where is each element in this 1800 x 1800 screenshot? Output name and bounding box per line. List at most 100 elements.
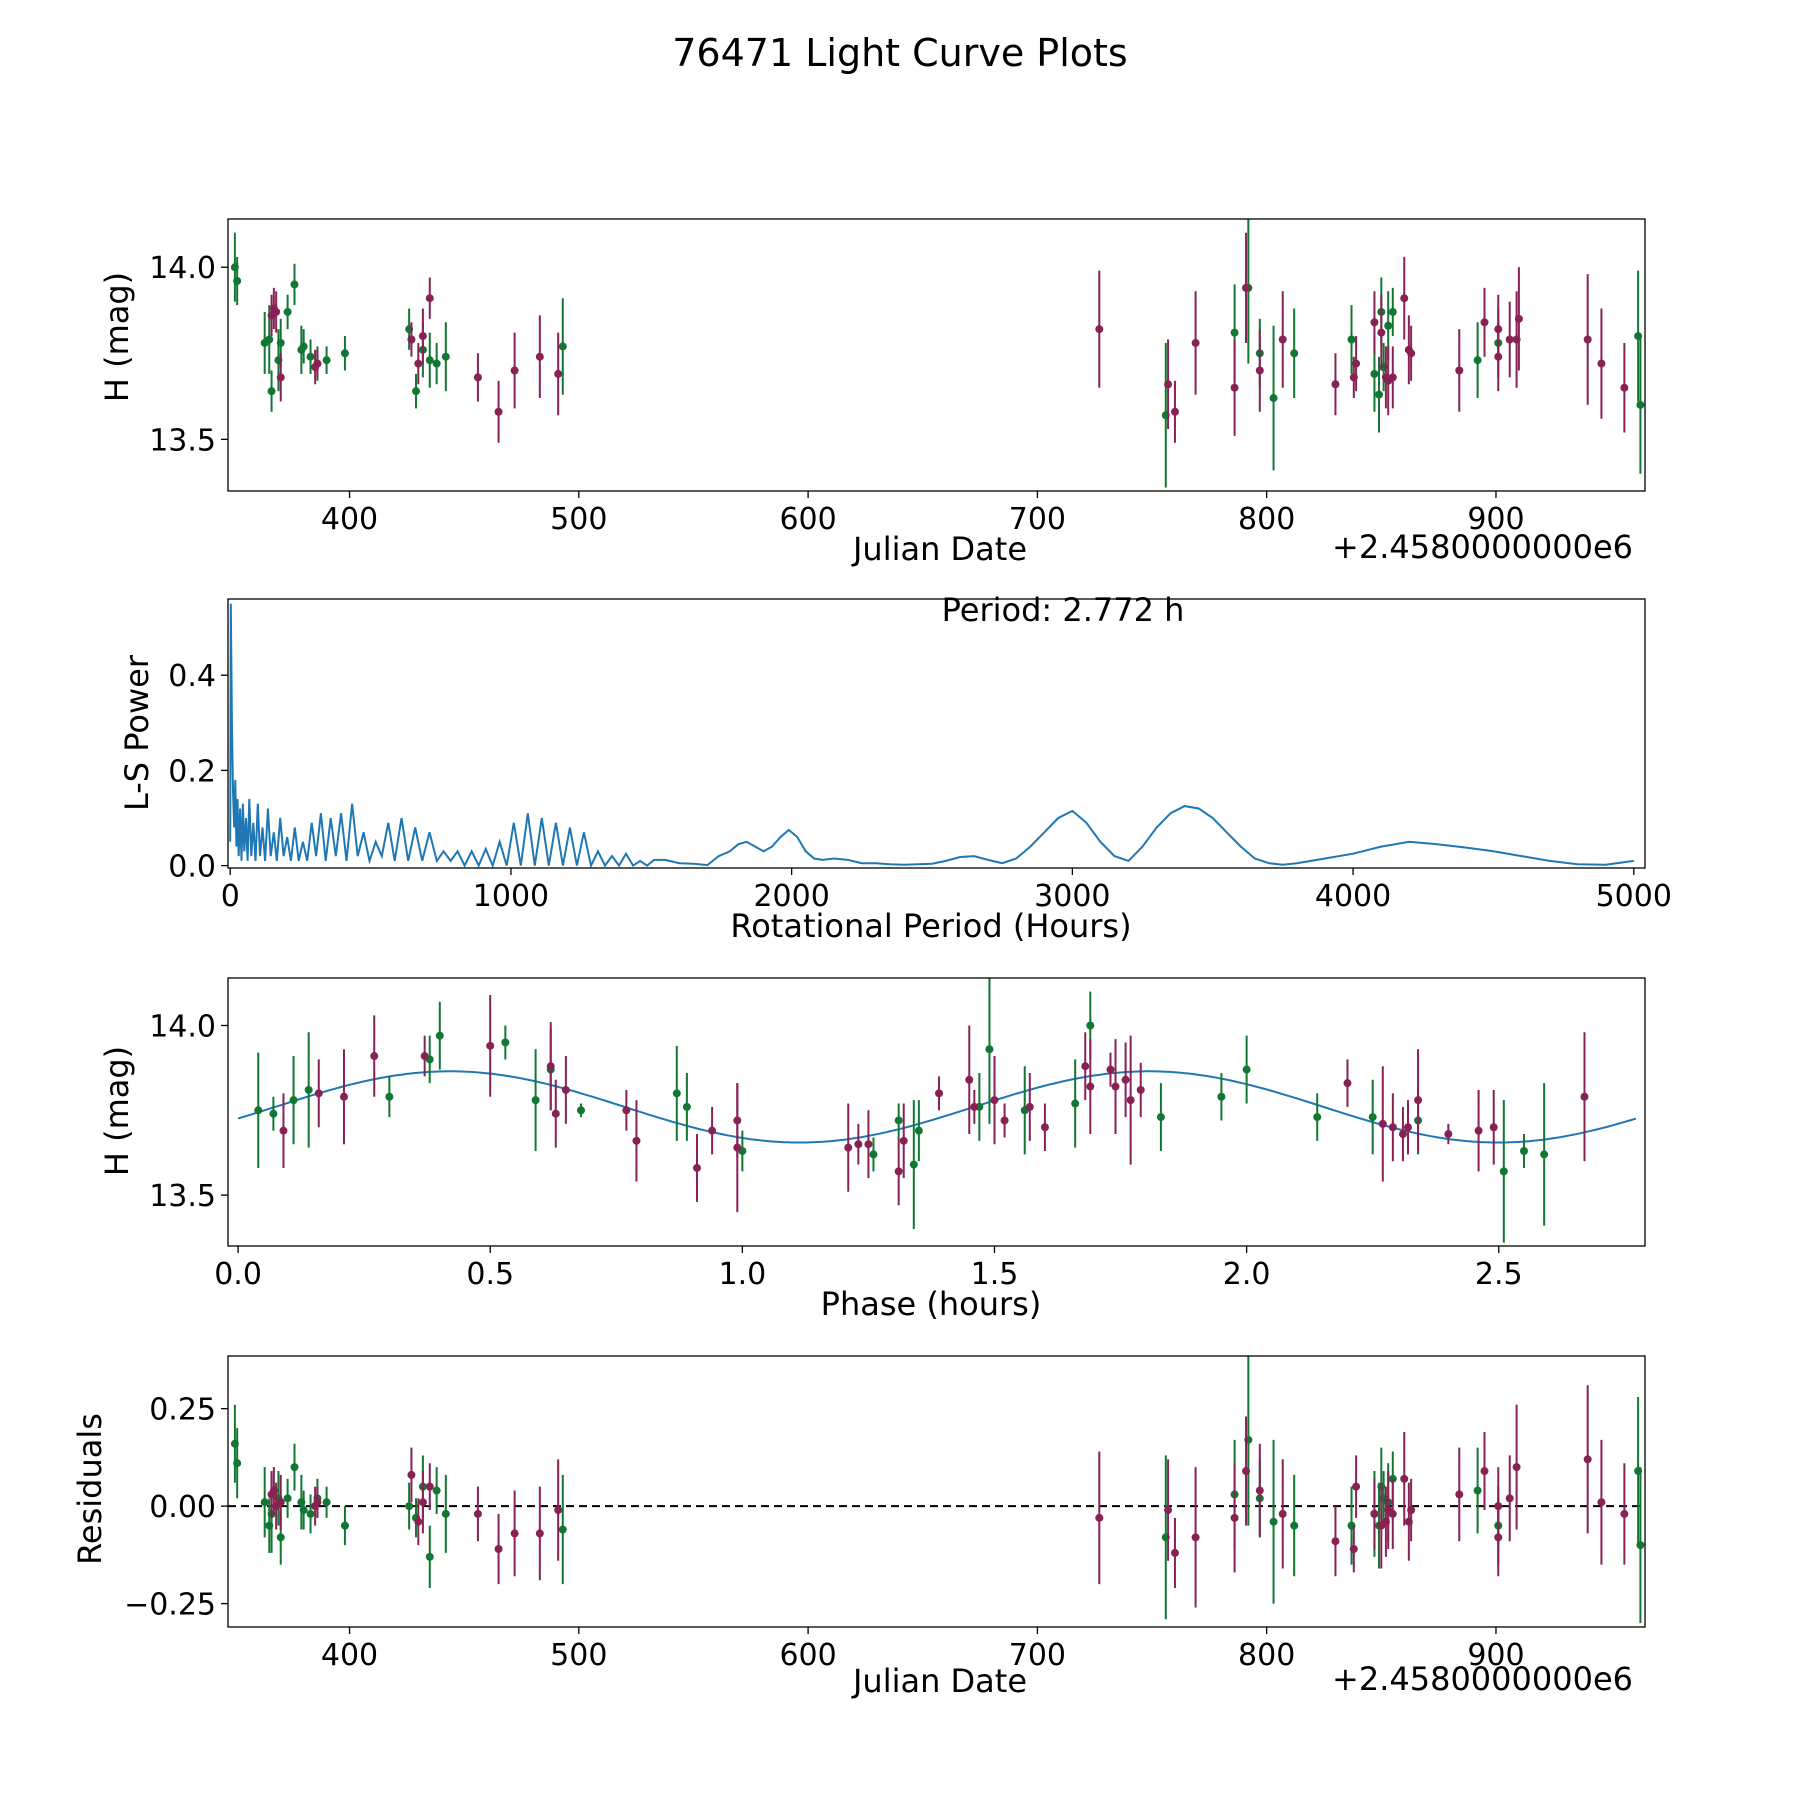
phase-data-point [914, 1126, 923, 1135]
lc-data-point [340, 349, 349, 358]
lc-data-point [432, 359, 441, 368]
res-data-point [425, 1552, 434, 1561]
ls-xtick-label: 0 [221, 879, 240, 914]
res-data-point [1370, 1509, 1379, 1518]
res-axes-frame [227, 1355, 1646, 1628]
res-data-point [432, 1486, 441, 1495]
phase-data-point [576, 1106, 585, 1115]
res-data-point [299, 1506, 308, 1515]
res-data-point [1352, 1482, 1361, 1491]
phase-data-point [314, 1089, 323, 1098]
lc-data-point [554, 369, 563, 378]
lc-data-point [1352, 359, 1361, 368]
res-xtick-label: 500 [550, 1638, 607, 1673]
phase-data-point [1071, 1099, 1080, 1108]
lc-xtick-label: 900 [1467, 502, 1524, 537]
phase-plot-area [237, 978, 1637, 1243]
lc-data-point [558, 342, 567, 351]
lc-data-point [272, 307, 281, 316]
res-data-point [405, 1502, 414, 1511]
res-data-point [1349, 1545, 1358, 1554]
res-series-purple [267, 1385, 1629, 1608]
phase-data-point [692, 1163, 701, 1172]
lc-data-point [276, 338, 285, 347]
lc-data-point [283, 307, 292, 316]
lc-data-point [1290, 349, 1299, 358]
res-data-point [1278, 1509, 1287, 1518]
phase-data-point [551, 1109, 560, 1118]
lc-data-point [407, 335, 416, 344]
lc-data-point [1597, 359, 1606, 368]
lc-data-point [306, 352, 315, 361]
lc-xtick-label: 700 [1009, 502, 1066, 537]
phase-data-point [1540, 1150, 1549, 1159]
lc-data-point [1620, 383, 1629, 392]
res-plot-area [228, 1356, 1645, 1624]
phase-data-point [1474, 1126, 1483, 1135]
phase-data-point [1489, 1123, 1498, 1132]
lc-data-point [414, 359, 423, 368]
phase-ylabel: H (mag) [98, 1046, 136, 1176]
lc-data-point [494, 407, 503, 416]
res-data-point [1512, 1463, 1521, 1472]
ls-xtick-label: 5000 [1596, 879, 1672, 914]
lc-data-point [1473, 356, 1482, 365]
res-data-point [414, 1517, 423, 1526]
lc-plot-area [230, 219, 1645, 488]
res-data-point [1191, 1533, 1200, 1542]
lc-data-point [1400, 294, 1409, 303]
ls-ylabel: L-S Power [118, 654, 156, 811]
phase-data-point [1126, 1096, 1135, 1105]
res-data-point [260, 1498, 269, 1507]
phase-data-point [385, 1092, 394, 1101]
lc-data-point [1370, 369, 1379, 378]
phase-xtick-label: 2.5 [1475, 1257, 1523, 1292]
phase-data-point [1444, 1130, 1453, 1139]
phase-xtick-label: 0.5 [466, 1257, 514, 1292]
phase-data-point [844, 1143, 853, 1152]
phase-data-point [1000, 1116, 1009, 1125]
phase-data-point [894, 1167, 903, 1176]
res-ytick-label: 0.25 [149, 1393, 216, 1428]
phase-data-point [1499, 1167, 1508, 1176]
figure-title: 76471 Light Curve Plots [672, 31, 1127, 75]
res-data-point [418, 1498, 427, 1507]
phase-data-point [1086, 1082, 1095, 1091]
phase-xtick-label: 1.0 [718, 1257, 766, 1292]
phase-data-point [632, 1136, 641, 1145]
res-data-point [494, 1545, 503, 1554]
res-data-point [1400, 1474, 1409, 1483]
res-xtick-label: 900 [1467, 1638, 1524, 1673]
lc-data-point [1407, 349, 1416, 358]
phase-data-point [1398, 1130, 1407, 1139]
lc-xtick-label: 500 [550, 502, 607, 537]
phase-data-point [289, 1096, 298, 1105]
res-data-point [1455, 1490, 1464, 1499]
res-data-point [290, 1463, 299, 1472]
phase-data-point [1388, 1123, 1397, 1132]
lc-data-point [1370, 318, 1379, 327]
ls-axes-frame [227, 598, 1646, 869]
res-data-point [535, 1529, 544, 1538]
phase-series-purple [279, 994, 1589, 1213]
ls-ytick-label: 0.0 [168, 850, 216, 885]
ls-annotation: Period: 2.772 h [942, 591, 1185, 629]
phase-data-point [1086, 1021, 1095, 1030]
phase-data-point [435, 1031, 444, 1040]
lc-data-point [441, 352, 450, 361]
periodogram-panel: Rotational Period (Hours) Period: 2.772 … [118, 591, 1672, 945]
res-data-point [425, 1482, 434, 1491]
phase-data-point [1414, 1096, 1423, 1105]
res-data-point [1620, 1509, 1629, 1518]
lc-ytick-label: 13.5 [149, 423, 216, 458]
lc-data-point [1255, 366, 1264, 375]
lc-data-point [1242, 283, 1251, 292]
phase-data-point [1040, 1123, 1049, 1132]
res-data-point [407, 1470, 416, 1479]
res-data-point [1480, 1467, 1489, 1476]
res-ytick-label: −0.25 [124, 1588, 216, 1623]
phase-panel: Phase (hours) H (mag) 0.0 0.5 1.0 1.5 2.0 2.5… [98, 977, 1646, 1323]
lc-data-point [418, 332, 427, 341]
lc-data-point [425, 356, 434, 365]
res-data-point [233, 1459, 242, 1468]
